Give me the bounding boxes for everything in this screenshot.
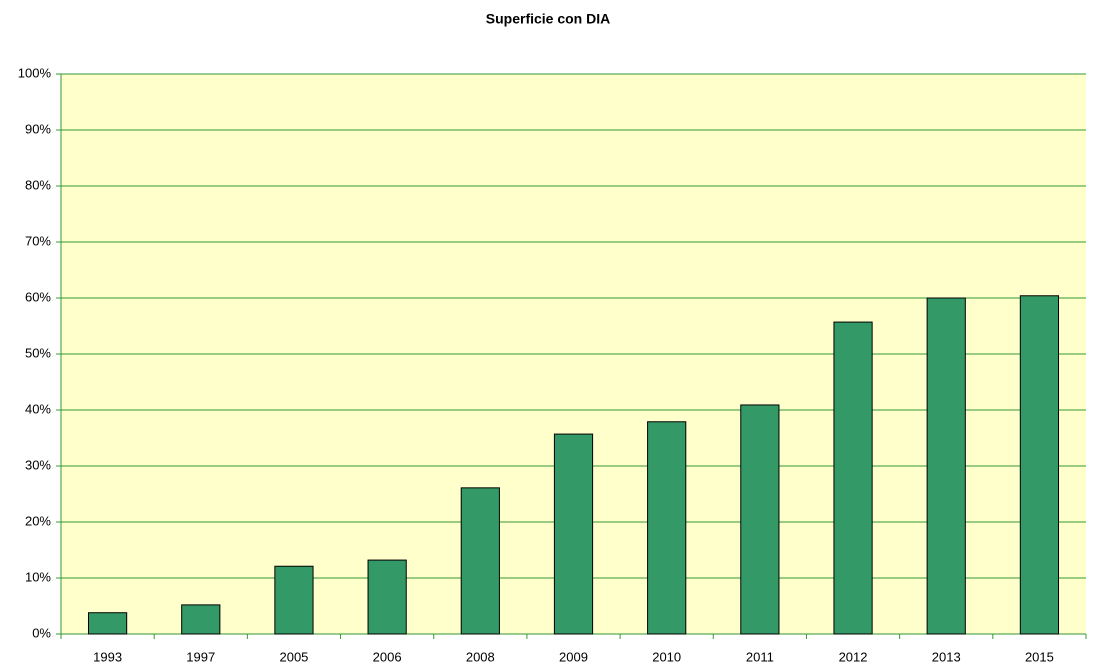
x-tick-label: 2006 bbox=[373, 649, 402, 664]
y-tick-label: 10% bbox=[25, 569, 51, 584]
x-tick-label: 2008 bbox=[466, 649, 495, 664]
x-tick-label: 2011 bbox=[746, 649, 774, 664]
y-tick-label: 70% bbox=[25, 233, 51, 248]
bar bbox=[87, 612, 128, 635]
x-tick-label: 2009 bbox=[559, 649, 588, 664]
bar bbox=[181, 604, 221, 635]
y-tick-label: 0% bbox=[32, 625, 51, 640]
y-tick-label: 90% bbox=[25, 121, 51, 136]
chart-title: Superficie con DIA bbox=[486, 11, 610, 27]
x-tick-label: 2012 bbox=[839, 649, 868, 664]
y-tick-label: 80% bbox=[25, 177, 51, 192]
bar bbox=[740, 404, 780, 635]
x-tick-label: 2010 bbox=[652, 649, 681, 664]
y-tick-label: 60% bbox=[25, 289, 51, 304]
y-tick-label: 50% bbox=[25, 345, 51, 360]
bar bbox=[367, 559, 407, 635]
y-tick-label: 20% bbox=[25, 513, 51, 528]
x-tick-label: 2013 bbox=[932, 649, 961, 664]
bar bbox=[647, 421, 687, 635]
bar bbox=[833, 321, 873, 635]
bar bbox=[460, 487, 500, 635]
x-tick-label: 1997 bbox=[186, 649, 215, 664]
bar bbox=[274, 565, 314, 635]
y-tick-label: 40% bbox=[25, 401, 51, 416]
y-tick-label: 30% bbox=[25, 457, 51, 472]
y-tick-label: 100% bbox=[18, 65, 52, 80]
x-tick-label: 2015 bbox=[1025, 649, 1054, 664]
x-tick-label: 1993 bbox=[93, 649, 122, 664]
x-tick-label: 2005 bbox=[279, 649, 308, 664]
bar bbox=[553, 433, 594, 635]
bar bbox=[926, 297, 966, 635]
bar bbox=[1019, 295, 1060, 635]
